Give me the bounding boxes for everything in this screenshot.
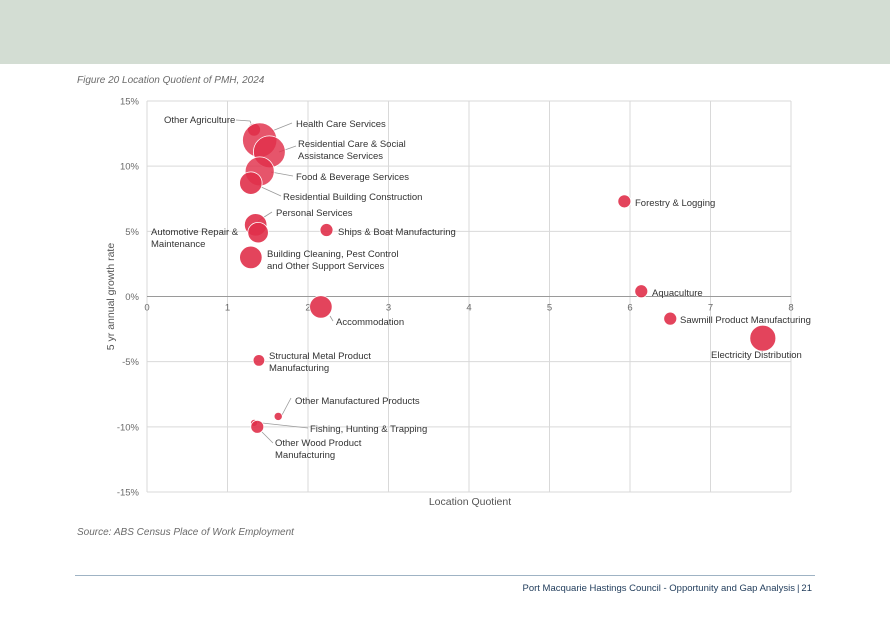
data-label: Automotive Repair & Maintenance bbox=[151, 227, 239, 250]
x-tick-label: 4 bbox=[466, 303, 471, 314]
data-bubble bbox=[239, 171, 263, 195]
data-bubble bbox=[247, 221, 269, 244]
axis-layer: 0 1 2 3 4 5 6 7 8 15% 10% 5% 0% -5% -10% -15% Location Q… bbox=[105, 97, 794, 509]
footer-rule bbox=[75, 575, 815, 576]
y-tick-label: 15% bbox=[120, 97, 140, 108]
y-tick-label: 5% bbox=[125, 227, 139, 238]
data-label: Food & Beverage Services bbox=[296, 172, 409, 183]
x-tick-label: 3 bbox=[386, 303, 391, 314]
y-tick-label: -5% bbox=[122, 357, 139, 368]
label-leader bbox=[261, 431, 274, 444]
data-bubble bbox=[319, 223, 334, 237]
data-label: Sawmill Product Manufacturing bbox=[680, 315, 811, 326]
label-leader bbox=[281, 397, 292, 416]
data-label-line: Automotive Repair & bbox=[151, 227, 239, 238]
data-bubble bbox=[252, 354, 266, 367]
data-label: Building Cleaning, Pest Control and Other… bbox=[267, 249, 399, 272]
data-bubble bbox=[634, 284, 649, 299]
data-label-line: and Other Support Services bbox=[267, 261, 384, 272]
data-label-line: Assistance Services bbox=[298, 151, 383, 162]
label-leader bbox=[271, 122, 293, 132]
data-label: Structural Metal Product Manufacturing bbox=[269, 351, 371, 374]
data-label-line: Other Wood Product bbox=[275, 438, 362, 449]
label-layer: Other Agriculture Health Care Services Res… bbox=[151, 115, 811, 461]
data-label-line: Manufacturing bbox=[269, 363, 329, 374]
data-bubble bbox=[617, 194, 632, 209]
y-tick-label: 0% bbox=[125, 292, 139, 303]
footer-text: Port Macquarie Hastings Council - Opport… bbox=[522, 583, 795, 594]
x-tick-label: 5 bbox=[547, 303, 552, 314]
y-tick-label: -15% bbox=[117, 488, 140, 499]
x-tick-label: 1 bbox=[225, 303, 230, 314]
data-label: Other Manufactured Products bbox=[295, 396, 420, 407]
data-label: Ships & Boat Manufacturing bbox=[338, 227, 456, 238]
label-leader bbox=[270, 171, 294, 177]
data-label-line: Maintenance bbox=[151, 239, 205, 250]
data-label: Other Wood Product Manufacturing bbox=[275, 438, 362, 461]
data-bubble bbox=[663, 311, 678, 326]
data-bubble bbox=[273, 411, 283, 421]
x-tick-label: 6 bbox=[627, 303, 632, 314]
data-label: Fishing, Hunting & Trapping bbox=[310, 424, 427, 435]
data-label: Residential Building Construction bbox=[283, 192, 422, 203]
data-label: Other Agriculture bbox=[164, 115, 235, 126]
y-tick-label: 10% bbox=[120, 162, 140, 173]
page-number: 21 bbox=[801, 583, 812, 594]
data-bubble bbox=[749, 324, 777, 352]
data-label: Health Care Services bbox=[296, 119, 386, 130]
data-label: Accommodation bbox=[336, 317, 404, 328]
label-leader bbox=[258, 185, 282, 197]
x-tick-label: 2 bbox=[305, 303, 310, 314]
data-label: Electricity Distribution bbox=[711, 350, 802, 361]
data-label: Aquaculture bbox=[652, 288, 703, 299]
data-bubble bbox=[309, 295, 333, 319]
y-tick-label: -10% bbox=[117, 422, 140, 433]
data-bubble bbox=[239, 245, 263, 270]
header-banner bbox=[0, 0, 890, 64]
bubble-layer bbox=[239, 122, 777, 434]
data-label-line: Residential Care & Social bbox=[298, 139, 406, 150]
data-label: Personal Services bbox=[276, 208, 353, 219]
data-label-line: Manufacturing bbox=[275, 450, 335, 461]
figure-caption: Figure 20 Location Quotient of PMH, 2024 bbox=[77, 75, 265, 86]
data-label-line: Building Cleaning, Pest Control bbox=[267, 249, 399, 260]
x-tick-label: 7 bbox=[708, 303, 713, 314]
footer: Port Macquarie Hastings Council - Opport… bbox=[522, 583, 812, 594]
x-tick-label: 8 bbox=[788, 303, 793, 314]
data-label: Residential Care & Social Assistance Serv… bbox=[298, 139, 406, 162]
data-bubble bbox=[250, 419, 265, 434]
label-leader bbox=[329, 315, 334, 322]
y-axis-title: 5 yr annual growth rate bbox=[105, 243, 117, 351]
x-tick-label: 0 bbox=[144, 303, 149, 314]
data-label: Forestry & Logging bbox=[635, 198, 715, 209]
source-note: Source: ABS Census Place of Work Employm… bbox=[77, 527, 294, 538]
data-label-line: Structural Metal Product bbox=[269, 351, 371, 362]
x-axis-title: Location Quotient bbox=[429, 496, 511, 508]
